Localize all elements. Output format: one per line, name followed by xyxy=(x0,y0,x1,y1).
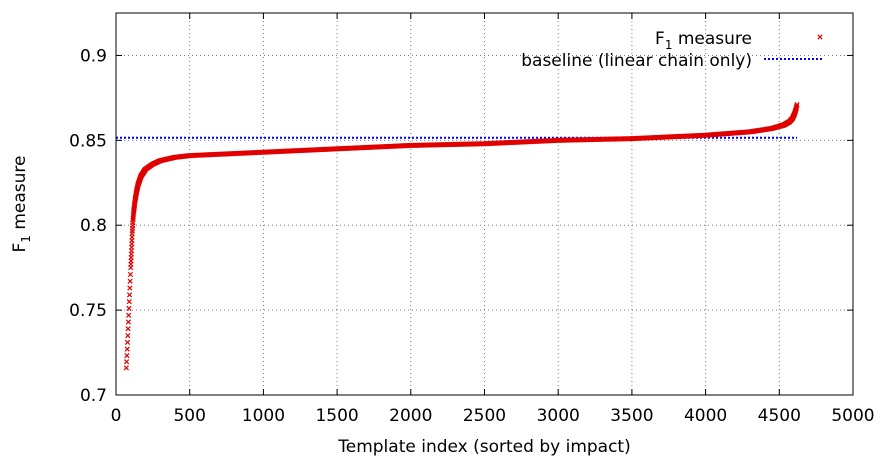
x-axis-ticks: 0 500 1000 1500 2000 2500 3000 3500 4000 4500 5000 xyxy=(111,13,875,426)
y-tick-label: 0.85 xyxy=(69,131,107,151)
data-point xyxy=(127,285,133,291)
y-axis-ticks: 0.7 0.75 0.8 0.85 0.9 xyxy=(69,46,853,406)
data-point xyxy=(124,339,131,345)
x-tick-label: 3500 xyxy=(610,406,653,426)
x-tick-label: 4500 xyxy=(758,406,801,426)
grid-lines xyxy=(116,13,853,395)
y-axis-title: F1 measure xyxy=(10,156,33,253)
legend-marker-point xyxy=(817,34,823,40)
x-tick-label: 0 xyxy=(111,406,122,426)
y-tick-label: 0.8 xyxy=(80,216,107,236)
x-tick-label: 5000 xyxy=(831,406,874,426)
data-point xyxy=(126,298,132,305)
legend-f1-label: F1 measure xyxy=(655,29,752,52)
data-point xyxy=(126,305,132,312)
data-point xyxy=(123,365,129,371)
x-tick-label: 500 xyxy=(173,406,205,426)
data-point xyxy=(125,319,132,325)
x-tick-label: 3000 xyxy=(537,406,580,426)
legend-f1-marker xyxy=(817,34,823,40)
x-tick-label: 1500 xyxy=(315,406,358,426)
data-point xyxy=(123,359,130,365)
data-point xyxy=(125,326,131,332)
legend: F1 measure baseline (linear chain only) xyxy=(521,29,823,71)
data-point xyxy=(124,346,130,352)
y-tick-label: 0.7 xyxy=(80,386,107,406)
x-tick-label: 2000 xyxy=(389,406,432,426)
x-tick-label: 1000 xyxy=(242,406,285,426)
x-axis-title: Template index (sorted by impact) xyxy=(337,437,630,457)
data-point xyxy=(127,271,134,278)
f1-series xyxy=(123,102,800,371)
x-tick-label: 4000 xyxy=(684,406,727,426)
legend-baseline-label: baseline (linear chain only) xyxy=(521,51,752,71)
y-tick-label: 0.75 xyxy=(69,301,107,321)
data-point xyxy=(794,103,800,109)
data-point xyxy=(127,278,133,284)
y-tick-label: 0.9 xyxy=(80,46,107,66)
plot-frame xyxy=(115,12,854,396)
data-point xyxy=(125,332,131,339)
data-point xyxy=(124,352,130,359)
data-point xyxy=(794,102,800,108)
x-tick-label: 2500 xyxy=(463,406,506,426)
data-point xyxy=(126,312,132,318)
data-point xyxy=(126,292,133,298)
